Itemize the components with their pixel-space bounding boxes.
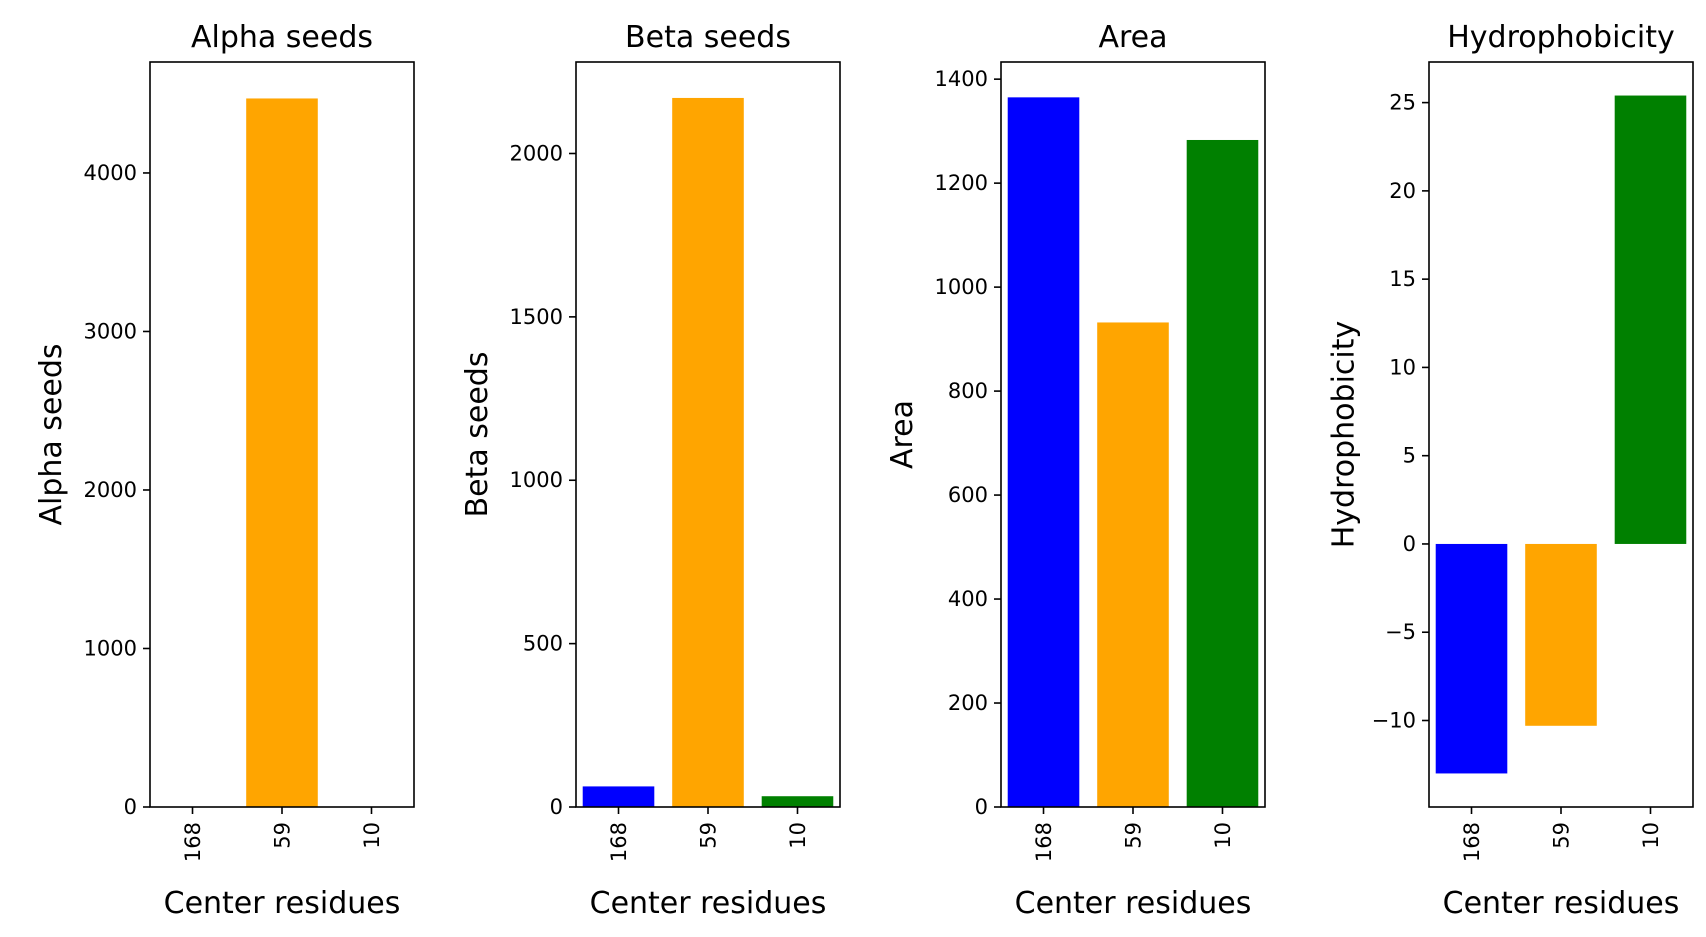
y-tick-label: 0 [124, 795, 137, 819]
x-tick-label: 59 [1122, 822, 1146, 849]
bar-168 [1435, 543, 1508, 774]
y-tick-label: −10 [1372, 708, 1416, 732]
x-axis-label: Center residues [1443, 886, 1680, 921]
y-tick-label: 0 [550, 795, 563, 819]
bar-59 [1097, 322, 1169, 807]
x-tick-label: 10 [1211, 822, 1235, 849]
y-axis-label: Area [885, 400, 920, 469]
x-axis-label: Center residues [590, 886, 827, 921]
x-tick-label: 59 [271, 822, 295, 849]
y-tick-label: 1500 [510, 305, 563, 329]
x-tick-label: 168 [181, 822, 205, 862]
x-tick-label: 168 [607, 822, 631, 862]
y-tick-label: 1000 [84, 636, 137, 660]
bar-59 [1525, 543, 1597, 726]
bar-10 [761, 796, 834, 807]
y-tick-label: 1400 [935, 67, 988, 91]
y-axis-label: Alpha seeds [34, 343, 69, 525]
y-tick-label: 500 [523, 632, 563, 656]
bar-59 [672, 97, 744, 807]
y-tick-label: 600 [948, 483, 988, 507]
bar-10 [1614, 95, 1687, 544]
x-tick-label: 10 [360, 822, 384, 849]
y-tick-label: 2000 [84, 478, 137, 502]
y-tick-label: −5 [1385, 620, 1416, 644]
y-tick-label: 200 [948, 691, 988, 715]
y-axis-label: Beta seeds [460, 352, 495, 518]
bar-59 [246, 98, 318, 807]
subplot-title: Alpha seeds [191, 20, 373, 55]
x-tick-label: 168 [1460, 822, 1484, 862]
y-tick-label: 20 [1389, 179, 1416, 203]
bar-168 [582, 786, 655, 807]
bar-10 [1186, 139, 1259, 808]
subplot-title: Hydrophobicity [1447, 20, 1675, 55]
y-tick-label: 5 [1403, 444, 1416, 468]
x-tick-label: 59 [697, 822, 721, 849]
y-tick-label: 25 [1389, 91, 1416, 115]
x-tick-label: 10 [786, 822, 810, 849]
subplot-1: 0 1000 2000 3000 4000 168 59 10 Alpha seeds Cente… [34, 20, 415, 921]
y-tick-label: 15 [1389, 267, 1416, 291]
y-tick-label: 0 [1403, 532, 1416, 556]
y-tick-label: 1000 [935, 275, 988, 299]
y-tick-label: 800 [948, 379, 988, 403]
y-tick-label: 0 [975, 795, 988, 819]
subplot-title: Beta seeds [625, 20, 791, 55]
y-tick-label: 2000 [510, 141, 563, 165]
x-tick-label: 10 [1639, 822, 1663, 849]
y-tick-label: 4000 [84, 161, 137, 185]
x-axis-label: Center residues [1015, 886, 1252, 921]
subplot-3: 0 200 400 600 800 1000 1200 1400 168 59 10 Area Cent… [885, 20, 1266, 921]
x-axis-label: Center residues [164, 886, 401, 921]
subplot-2: 0 500 1000 1500 2000 168 59 10 Beta seeds Center … [460, 20, 841, 921]
subplot-title: Area [1098, 20, 1167, 55]
y-tick-label: 1200 [935, 171, 988, 195]
y-tick-label: 10 [1389, 355, 1416, 379]
y-tick-label: 400 [948, 587, 988, 611]
x-tick-label: 59 [1550, 822, 1574, 849]
y-tick-label: 3000 [84, 319, 137, 343]
bar-168 [1007, 97, 1080, 808]
y-axis-label: Hydrophobicity [1327, 321, 1362, 549]
subplot-4: −10 −5 0 5 10 15 20 25 168 59 10 Hydrophobicity Cent… [1327, 20, 1694, 921]
y-tick-label: 1000 [510, 468, 563, 492]
x-tick-label: 168 [1032, 822, 1056, 862]
